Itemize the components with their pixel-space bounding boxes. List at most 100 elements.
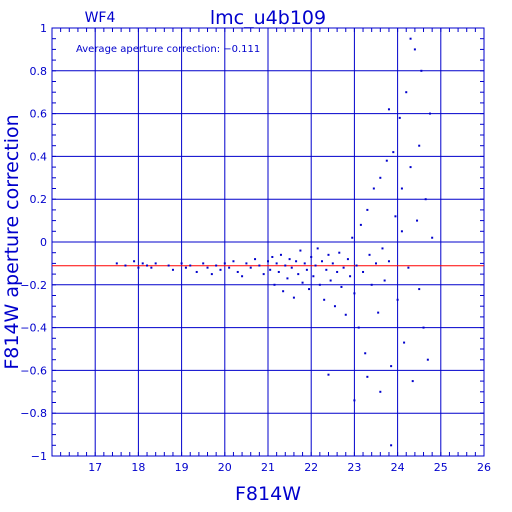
data-point <box>422 326 425 329</box>
y-tick-label: 0.6 <box>30 108 48 121</box>
data-point <box>146 264 149 267</box>
data-point <box>189 264 192 267</box>
x-tick-label: 25 <box>434 461 448 474</box>
x-tick-label: 22 <box>304 461 318 474</box>
y-tick-label: −0.8 <box>20 407 47 420</box>
data-point <box>228 266 231 269</box>
data-point <box>282 290 285 293</box>
data-point <box>299 249 302 252</box>
data-point <box>403 341 406 344</box>
data-points <box>115 37 434 447</box>
y-tick-label: −1 <box>31 450 47 463</box>
data-point <box>429 112 431 115</box>
data-point <box>329 279 332 282</box>
data-point <box>372 187 375 190</box>
data-point <box>409 37 412 40</box>
data-point <box>308 288 311 291</box>
data-point <box>346 258 349 261</box>
data-point <box>327 373 330 376</box>
data-point <box>318 283 321 286</box>
x-tick-label: 24 <box>391 461 405 474</box>
data-point <box>390 444 393 447</box>
y-tick-label: −0.6 <box>20 364 47 377</box>
data-point <box>241 275 244 278</box>
data-point <box>385 159 388 162</box>
data-point <box>368 253 371 256</box>
data-point <box>323 298 326 301</box>
data-point <box>154 262 157 265</box>
data-point <box>267 260 269 263</box>
y-tick-label: 0.2 <box>30 193 48 206</box>
data-point <box>327 253 330 256</box>
data-point <box>409 166 412 169</box>
x-axis-label: F814W <box>235 483 301 505</box>
x-tick-label: 23 <box>347 461 361 474</box>
data-point <box>124 264 127 267</box>
data-point <box>331 262 334 265</box>
data-point <box>394 215 397 218</box>
x-tick-label: 21 <box>261 461 275 474</box>
data-point <box>357 326 360 329</box>
data-point <box>370 283 373 286</box>
data-point <box>321 260 323 263</box>
data-point <box>137 266 140 269</box>
data-point <box>340 285 343 288</box>
x-tick-label: 19 <box>175 461 189 474</box>
data-point <box>426 358 429 361</box>
data-point <box>288 258 291 261</box>
data-point <box>366 208 369 211</box>
data-point <box>377 311 380 314</box>
data-point <box>258 264 261 267</box>
x-tick-label: 20 <box>218 461 232 474</box>
data-point <box>133 260 136 263</box>
data-point <box>290 266 293 269</box>
data-point <box>379 390 382 393</box>
data-point <box>325 268 328 271</box>
data-point <box>275 262 278 265</box>
data-point <box>236 270 239 273</box>
data-point <box>405 91 408 94</box>
data-point <box>416 219 419 222</box>
data-point <box>381 247 384 250</box>
data-point <box>355 264 358 267</box>
data-point <box>195 270 198 273</box>
x-tick-labels: 17 18 19 20 21 22 23 24 25 26 <box>88 461 491 474</box>
data-point <box>232 260 235 263</box>
data-point <box>249 266 252 269</box>
data-point <box>206 266 209 269</box>
data-point <box>305 268 308 271</box>
y-tick-labels: 1 0.8 0.6 0.4 0.2 0 −0.2 −0.4 −0.6 −0.8 −1 <box>20 22 47 463</box>
data-point <box>353 292 356 295</box>
data-point <box>396 298 399 301</box>
chart-title: lmc_u4b109 <box>210 7 326 29</box>
data-point <box>271 255 274 258</box>
data-point <box>297 273 300 276</box>
data-point <box>223 262 226 265</box>
data-point <box>215 264 218 267</box>
y-tick-label: 0.8 <box>30 65 48 78</box>
data-point <box>400 230 403 233</box>
data-point <box>383 279 386 282</box>
data-point <box>254 258 257 261</box>
data-point <box>344 313 347 316</box>
data-point <box>202 262 205 265</box>
y-tick-label: −0.4 <box>20 322 47 335</box>
data-point <box>141 262 144 265</box>
data-point <box>284 264 287 267</box>
data-point <box>184 266 187 269</box>
data-point <box>366 375 369 378</box>
data-point <box>303 262 306 265</box>
data-point <box>364 352 367 355</box>
data-point <box>262 273 265 276</box>
data-point <box>349 275 352 278</box>
data-point <box>392 151 395 154</box>
data-point <box>418 288 421 291</box>
data-point <box>210 273 213 276</box>
data-point <box>424 198 427 201</box>
y-tick-label: −0.2 <box>20 279 47 292</box>
data-point <box>375 262 377 265</box>
data-point <box>407 266 410 269</box>
data-point <box>286 277 289 280</box>
y-tick-label: 0 <box>40 236 47 249</box>
data-point <box>351 236 354 239</box>
